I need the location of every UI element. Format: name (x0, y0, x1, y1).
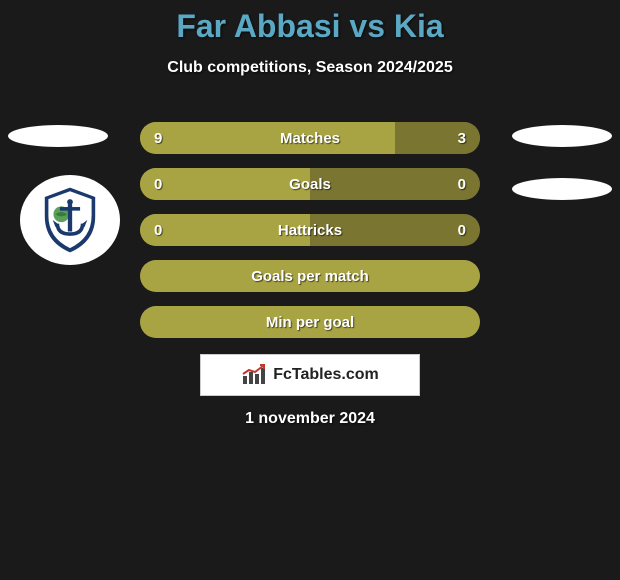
bar-label: Min per goal (140, 306, 480, 338)
bar-label: Goals per match (140, 260, 480, 292)
bar-row: 00Hattricks (140, 214, 480, 246)
bar-label: Hattricks (140, 214, 480, 246)
anchor-shield-icon (34, 184, 106, 256)
chart-icon (241, 364, 269, 386)
date-text: 1 november 2024 (0, 410, 620, 428)
bar-label: Goals (140, 168, 480, 200)
bar-label: Matches (140, 122, 480, 154)
bar-row: 93Matches (140, 122, 480, 154)
brand-box: FcTables.com (200, 354, 420, 396)
placeholder-right-2 (512, 178, 612, 200)
page-title: Far Abbasi vs Kia (0, 0, 620, 45)
bar-row: Min per goal (140, 306, 480, 338)
club-badge (20, 175, 120, 265)
placeholder-left (8, 125, 108, 147)
bar-row: 00Goals (140, 168, 480, 200)
comparison-bars: 93Matches 00Goals 00Hattricks Goals per mat… (140, 122, 480, 352)
brand-text: FcTables.com (273, 366, 379, 384)
page-subtitle: Club competitions, Season 2024/2025 (0, 59, 620, 77)
bar-row: Goals per match (140, 260, 480, 292)
placeholder-right-1 (512, 125, 612, 147)
